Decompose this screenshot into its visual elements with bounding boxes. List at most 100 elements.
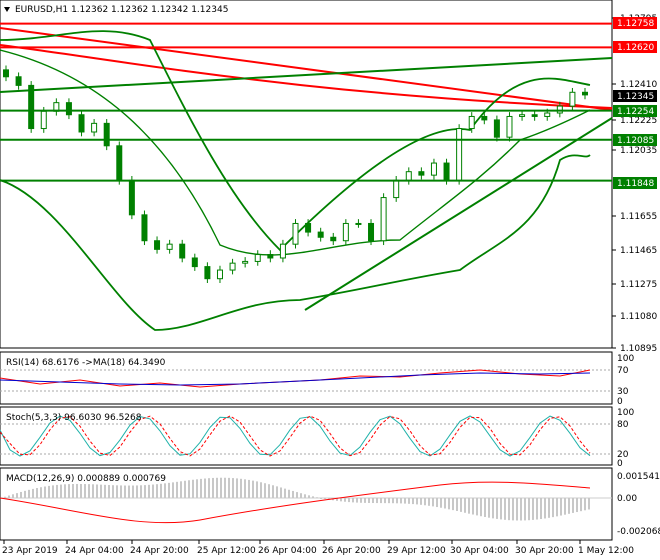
macd-signal-line — [0, 481, 591, 524]
macd-hist-bar — [160, 483, 162, 498]
macd-hist-bar — [356, 498, 358, 503]
macd-hist-bar — [280, 487, 282, 498]
indicator-tick-label: 80 — [617, 420, 629, 430]
macd-hist-bar — [188, 480, 190, 498]
macd-hist-bar — [68, 484, 70, 498]
candle-body — [116, 145, 123, 181]
stoch-panel[interactable]: Stoch(5,3,3) 96.6030 96.5268 — [0, 406, 613, 466]
macd-hist-bar — [52, 485, 54, 498]
price-label-text: 1.12254 — [617, 107, 654, 117]
candle-body — [154, 240, 161, 250]
lower-band — [0, 154, 591, 331]
candlesticks — [3, 65, 588, 284]
macd-hist-bar — [296, 492, 298, 498]
rsi-panel[interactable]: RSI(14) 68.6176 ->MA(18) 64.3490 — [0, 351, 613, 405]
macd-hist-bar — [128, 485, 130, 498]
macd-hist-bar — [432, 498, 434, 507]
macd-hist-bar — [232, 478, 234, 498]
time-axis[interactable]: 23 Apr 2019 24 Apr 04:00 24 Apr 20:00 25 Ap… — [2, 540, 634, 556]
indicator-tick-label: -0.002068 — [617, 527, 660, 537]
macd-hist-bar — [172, 482, 174, 498]
candle-body — [292, 222, 299, 245]
dropdown-triangle-icon[interactable] — [4, 7, 10, 12]
candle-body — [128, 179, 135, 216]
stoch-lines — [0, 415, 612, 457]
macd-hist-bar — [440, 498, 442, 508]
indicator-tick-label: 0.00 — [617, 494, 637, 504]
rsi-lines — [0, 369, 612, 392]
candle-body — [544, 112, 551, 117]
indicator-tick-label: 30 — [617, 387, 629, 397]
macd-hist-bar — [116, 485, 118, 498]
macd-hist-bar — [384, 498, 386, 504]
candle-body — [3, 69, 9, 78]
macd-hist-bar — [328, 498, 330, 500]
macd-hist-bar — [464, 498, 466, 513]
time-tick-label: 1 May 12:00 — [578, 546, 634, 556]
macd-hist-bar — [112, 485, 114, 498]
indicator-tick-label: 0.001541 — [617, 472, 660, 482]
candle-body — [582, 91, 588, 96]
macd-hist-bar — [460, 498, 462, 512]
horizontal-levels[interactable] — [0, 22, 612, 182]
macd-hist-bar — [176, 481, 178, 498]
macd-hist-bar — [536, 498, 538, 520]
macd-hist-bar — [192, 479, 194, 498]
indicator-tick-label: 100 — [617, 354, 634, 364]
macd-hist-bar — [508, 498, 510, 521]
macd-hist-bar — [220, 477, 222, 498]
macd-hist-bar — [4, 496, 6, 498]
candle-body — [443, 162, 450, 181]
candle-body — [405, 171, 412, 181]
candle-body — [305, 222, 312, 233]
price-tick-label: 1.12035 — [620, 146, 657, 156]
macd-hist-bar — [140, 485, 142, 498]
macd-hist-bar — [168, 482, 170, 498]
candle-body — [15, 76, 22, 86]
candle-body — [430, 162, 437, 176]
indicator-tick-label: 0 — [617, 397, 623, 407]
candle-body — [418, 171, 425, 176]
macd-hist-bar — [548, 498, 550, 518]
price-axis[interactable]: 1.127951.124101.122251.120351.116551.114… — [612, 14, 657, 354]
macd-hist-bar — [568, 498, 570, 514]
macd-hist-bar — [320, 498, 322, 499]
macd-hist-bar — [184, 480, 186, 498]
indicator-tick-label: 20 — [617, 450, 629, 460]
macd-hist-bar — [32, 488, 34, 498]
price-label-box — [613, 134, 657, 146]
macd-panel[interactable]: MACD(12,26,9) 0.000889 0.000769 — [0, 467, 613, 541]
price-tick-label: 1.12410 — [620, 80, 657, 90]
price-label-box — [613, 90, 657, 102]
macd-hist-bar — [44, 486, 46, 498]
candle-body — [78, 114, 85, 133]
candle-body — [506, 115, 513, 138]
macd-hist-bar — [248, 479, 250, 498]
macd-hist-bar — [340, 498, 342, 502]
macd-hist-bar — [284, 488, 286, 498]
macd-hist-bar — [588, 498, 590, 510]
macd-hist-bar — [416, 498, 418, 505]
price-tick-label: 1.11465 — [620, 246, 657, 256]
price-label-text: 1.11848 — [617, 179, 654, 189]
indicator-tick-label: 70 — [617, 366, 629, 376]
time-tick-label: 26 Apr 20:00 — [322, 546, 381, 556]
price-tick-label: 1.11080 — [620, 312, 657, 322]
macd-hist-bar — [156, 484, 158, 498]
macd-hist-bar — [264, 483, 266, 498]
resistance-trendline-2 — [0, 27, 613, 111]
main-panel[interactable] — [0, 0, 613, 349]
macd-hist-bar — [84, 484, 86, 498]
macd-hist-bar — [144, 485, 146, 498]
macd-hist-bar — [120, 485, 122, 498]
price-label-box — [613, 105, 657, 117]
candle-body — [242, 260, 249, 264]
time-tick-label: 24 Apr 04:00 — [65, 546, 124, 556]
macd-hist-bar — [252, 480, 254, 498]
macd-hist-bar — [292, 490, 294, 498]
macd-hist-bar — [28, 489, 30, 498]
candle-body — [166, 243, 173, 250]
candle-body — [254, 254, 261, 262]
